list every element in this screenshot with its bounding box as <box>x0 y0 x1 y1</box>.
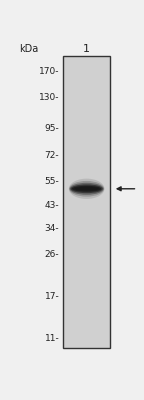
Text: 55-: 55- <box>44 177 59 186</box>
Text: 34-: 34- <box>45 224 59 233</box>
Text: 17-: 17- <box>44 292 59 301</box>
Text: kDa: kDa <box>19 44 38 54</box>
Text: 72-: 72- <box>45 151 59 160</box>
Ellipse shape <box>69 181 104 197</box>
Text: 95-: 95- <box>44 124 59 133</box>
Text: 26-: 26- <box>45 250 59 260</box>
Ellipse shape <box>69 179 105 199</box>
Text: 11-: 11- <box>44 334 59 344</box>
Ellipse shape <box>74 187 99 191</box>
Text: 170-: 170- <box>39 67 59 76</box>
Text: 1: 1 <box>83 44 90 54</box>
Ellipse shape <box>71 184 103 193</box>
Ellipse shape <box>70 183 104 195</box>
Ellipse shape <box>72 186 101 192</box>
Text: 130-: 130- <box>39 93 59 102</box>
Bar <box>63 56 109 348</box>
Text: 43-: 43- <box>45 201 59 210</box>
